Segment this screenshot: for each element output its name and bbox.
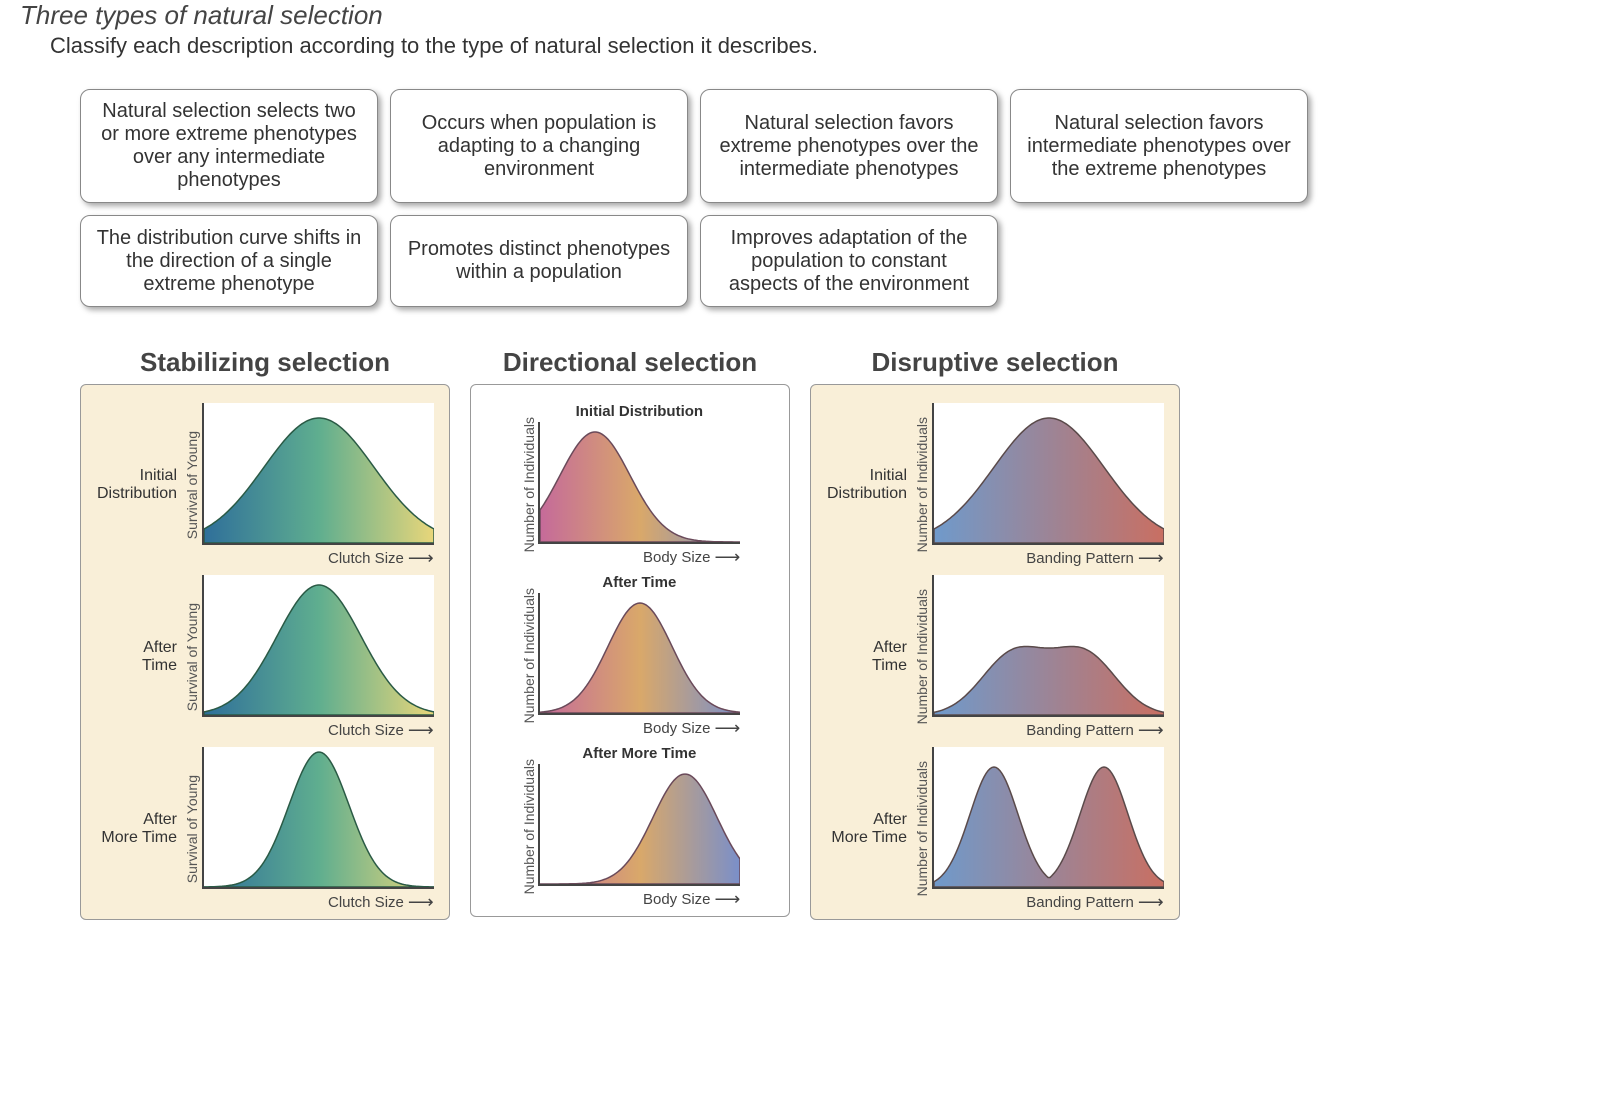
- chart-row: Number of Individuals Initial Distributio…: [483, 403, 777, 566]
- chart-box: [932, 403, 1164, 545]
- row-label: Initial Distribution: [823, 467, 913, 504]
- chart-row: Initial DistributionSurvival of Young Clu…: [93, 403, 437, 567]
- arrow-right-icon: ⟶: [715, 890, 741, 908]
- page-subtitle: Classify each description according to t…: [50, 33, 1596, 59]
- directional-panel[interactable]: Number of Individuals Initial Distributio…: [470, 384, 790, 917]
- disruptive-panel[interactable]: Initial DistributionNumber of Individual…: [810, 384, 1180, 920]
- y-axis-label: Number of Individuals: [520, 417, 539, 552]
- description-card-3[interactable]: Natural selection favors intermediate ph…: [1010, 89, 1308, 203]
- chart-box: [538, 593, 740, 715]
- chart-box: [538, 422, 740, 544]
- chart-row: After TimeSurvival of Young Clutch Size⟶: [93, 575, 437, 739]
- y-axis-label: Number of Individuals: [913, 761, 932, 896]
- y-axis-label: Survival of Young: [183, 431, 202, 539]
- stabilizing-title: Stabilizing selection: [140, 347, 390, 378]
- x-axis-label: Clutch Size⟶: [328, 549, 434, 567]
- chart-box: [932, 575, 1164, 717]
- x-axis-label: Body Size⟶: [643, 719, 740, 737]
- panels-container: Stabilizing selection Initial Distributi…: [80, 347, 1596, 920]
- chart-row: After More TimeNumber of Individuals Band…: [823, 747, 1167, 911]
- x-axis-label: Body Size⟶: [643, 890, 740, 908]
- chart-above-title: After Time: [602, 574, 676, 591]
- chart-box: [202, 575, 434, 717]
- arrow-right-icon: ⟶: [715, 719, 741, 737]
- cards-container: Natural selection selects two or more ex…: [80, 89, 1340, 307]
- arrow-right-icon: ⟶: [1138, 549, 1164, 567]
- x-axis-label: Clutch Size⟶: [328, 721, 434, 739]
- y-axis-label: Number of Individuals: [913, 417, 932, 552]
- y-axis-label: Number of Individuals: [520, 759, 539, 894]
- arrow-right-icon: ⟶: [1138, 721, 1164, 739]
- disruptive-column: Disruptive selection Initial Distributio…: [810, 347, 1180, 920]
- page-title: Three types of natural selection: [20, 0, 1596, 31]
- description-card-2[interactable]: Natural selection favors extreme phenoty…: [700, 89, 998, 203]
- arrow-right-icon: ⟶: [1138, 893, 1164, 911]
- chart-row: After TimeNumber of Individuals Banding P…: [823, 575, 1167, 739]
- arrow-right-icon: ⟶: [408, 893, 434, 911]
- row-label: Initial Distribution: [93, 467, 183, 504]
- chart-row: After More TimeSurvival of Young Clutch S…: [93, 747, 437, 911]
- chart-row: Number of Individuals After More Time Body…: [483, 745, 777, 908]
- chart-box: [932, 747, 1164, 889]
- row-label: After More Time: [93, 811, 183, 848]
- description-card-4[interactable]: The distribution curve shifts in the dir…: [80, 215, 378, 307]
- arrow-right-icon: ⟶: [408, 721, 434, 739]
- chart-box: [202, 747, 434, 889]
- y-axis-label: Number of Individuals: [913, 589, 932, 724]
- y-axis-label: Survival of Young: [183, 603, 202, 711]
- stabilizing-column: Stabilizing selection Initial Distributi…: [80, 347, 450, 920]
- chart-above-title: Initial Distribution: [576, 403, 704, 420]
- chart-row: Number of Individuals After Time Body Size…: [483, 574, 777, 737]
- x-axis-label: Clutch Size⟶: [328, 893, 434, 911]
- arrow-right-icon: ⟶: [715, 548, 741, 566]
- row-label: After Time: [823, 639, 913, 676]
- x-axis-label: Banding Pattern⟶: [1026, 893, 1163, 911]
- directional-column: Directional selection Number of Individu…: [470, 347, 790, 917]
- x-axis-label: Body Size⟶: [643, 548, 740, 566]
- row-label: After More Time: [823, 811, 913, 848]
- y-axis-label: Number of Individuals: [520, 588, 539, 723]
- arrow-right-icon: ⟶: [408, 549, 434, 567]
- x-axis-label: Banding Pattern⟶: [1026, 549, 1163, 567]
- chart-box: [202, 403, 434, 545]
- description-card-6[interactable]: Improves adaptation of the population to…: [700, 215, 998, 307]
- disruptive-title: Disruptive selection: [871, 347, 1118, 378]
- chart-row: Initial DistributionNumber of Individual…: [823, 403, 1167, 567]
- description-card-0[interactable]: Natural selection selects two or more ex…: [80, 89, 378, 203]
- x-axis-label: Banding Pattern⟶: [1026, 721, 1163, 739]
- y-axis-label: Survival of Young: [183, 775, 202, 883]
- chart-box: [538, 764, 740, 886]
- row-label: After Time: [93, 639, 183, 676]
- stabilizing-panel[interactable]: Initial DistributionSurvival of YoungClu…: [80, 384, 450, 920]
- description-card-5[interactable]: Promotes distinct phenotypes within a po…: [390, 215, 688, 307]
- description-card-1[interactable]: Occurs when population is adapting to a …: [390, 89, 688, 203]
- directional-title: Directional selection: [503, 347, 757, 378]
- chart-above-title: After More Time: [582, 745, 696, 762]
